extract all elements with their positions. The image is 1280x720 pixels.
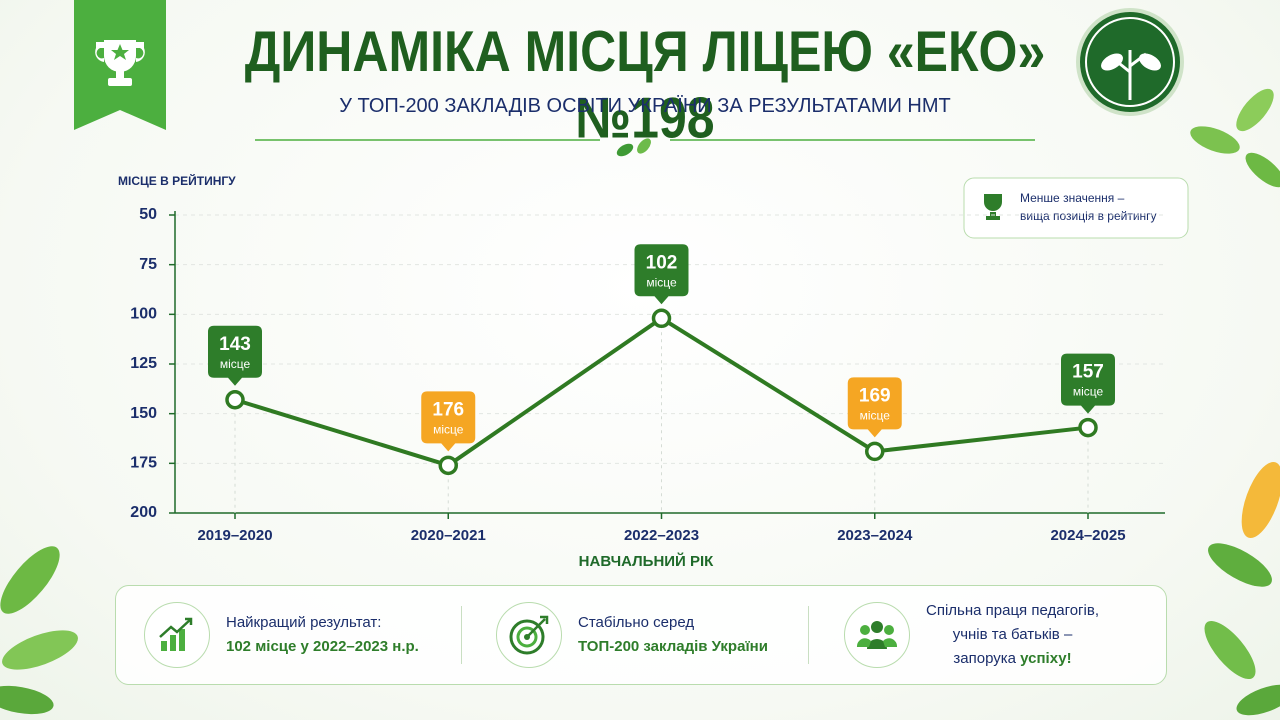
footer-item: Найкращий результат: 102 місце у 2022–202… xyxy=(144,586,419,684)
value-badge: 143 місце xyxy=(208,325,262,386)
icon xyxy=(144,602,210,668)
y-axis-label: МІСЦЕ В РЕЙТИНГУ xyxy=(118,173,236,188)
value-unit: місце xyxy=(646,275,677,289)
x-axis-label: НАВЧАЛЬНИЙ РІК xyxy=(579,552,715,570)
footer: Найкращий результат: 102 місце у 2022–202… xyxy=(115,585,1167,685)
y-tick-label: 75 xyxy=(139,256,157,273)
footer-text: ТОП-200 закладів України xyxy=(578,638,768,655)
icon xyxy=(844,602,910,668)
x-tick-label: 2019–2020 xyxy=(197,527,272,544)
value-badge: 102 місце xyxy=(634,244,689,305)
y-tick-label: 175 xyxy=(130,455,157,472)
footer-text: успіху! xyxy=(1020,650,1072,667)
note-line: вища позиція в рейтингу xyxy=(1020,209,1157,223)
footer-text: 102 місце у 2022–2023 н.р. xyxy=(226,638,419,655)
footer-item: Стабільно серед ТОП-200 закладів України xyxy=(496,586,768,684)
y-tick-label: 125 xyxy=(130,355,157,372)
point xyxy=(865,441,885,462)
value-label: 143 xyxy=(219,334,251,355)
value-unit: місце xyxy=(433,422,464,436)
icon xyxy=(496,602,562,668)
y-tick-label: 50 xyxy=(139,206,157,223)
y-tick-label: 200 xyxy=(130,504,157,521)
badge-shape xyxy=(847,377,902,438)
badge-shape xyxy=(1061,353,1115,414)
footer-item: Спільна праця педагогів, учнів та батьків… xyxy=(844,586,1099,684)
value-badge: 176 місце xyxy=(421,391,476,452)
subtitle: У ТОП-200 ЗАКЛАДІВ ОСВІТИ УКРАЇНИ ЗА РЕЗ… xyxy=(339,95,951,117)
title: ДИНАМІКА МІСЦЯ ЛІЦЕЮ «ЕКО» №198 xyxy=(244,19,1046,151)
value-unit: місце xyxy=(220,357,251,371)
value-label: 102 xyxy=(646,252,678,273)
value-label: 157 xyxy=(1072,362,1104,383)
footer-text: запорука xyxy=(953,650,1016,667)
x-tick-label: 2023–2024 xyxy=(837,527,913,544)
y-tick-label: 150 xyxy=(130,405,157,422)
badge-shape xyxy=(421,391,476,452)
footer-text: Найкращий результат: xyxy=(226,614,382,631)
footer-text: Спільна праця педагогів, xyxy=(926,602,1099,619)
badge-shape xyxy=(634,244,689,305)
leaves xyxy=(0,88,1280,716)
x-tick-label: 2020–2021 xyxy=(411,527,486,544)
value-label: 176 xyxy=(432,399,464,420)
x-tick-label: 2024–2025 xyxy=(1050,527,1125,544)
note-line: Менше значення – xyxy=(1020,191,1125,205)
badge-shape xyxy=(208,325,262,386)
footer-text: учнів та батьків – xyxy=(952,626,1073,643)
point xyxy=(1078,417,1098,438)
chart: МІСЦЕ В РЕЙТИНГУ НАВЧАЛЬНИЙ РІК Менше зн… xyxy=(118,173,1189,570)
value-badge: 169 місце xyxy=(847,377,902,438)
note-box xyxy=(963,177,1189,239)
x-tick-label: 2022–2023 xyxy=(624,527,699,544)
value-unit: місце xyxy=(1073,385,1104,399)
point xyxy=(438,455,458,476)
y-tick-label: 100 xyxy=(130,306,157,323)
value-unit: місце xyxy=(860,409,891,423)
note-icon xyxy=(984,194,1002,220)
point xyxy=(225,390,245,410)
value-label: 169 xyxy=(859,385,891,406)
value-badge: 157 місце xyxy=(1061,353,1115,414)
footer-text: Стабільно серед xyxy=(578,614,695,631)
point xyxy=(651,308,672,329)
